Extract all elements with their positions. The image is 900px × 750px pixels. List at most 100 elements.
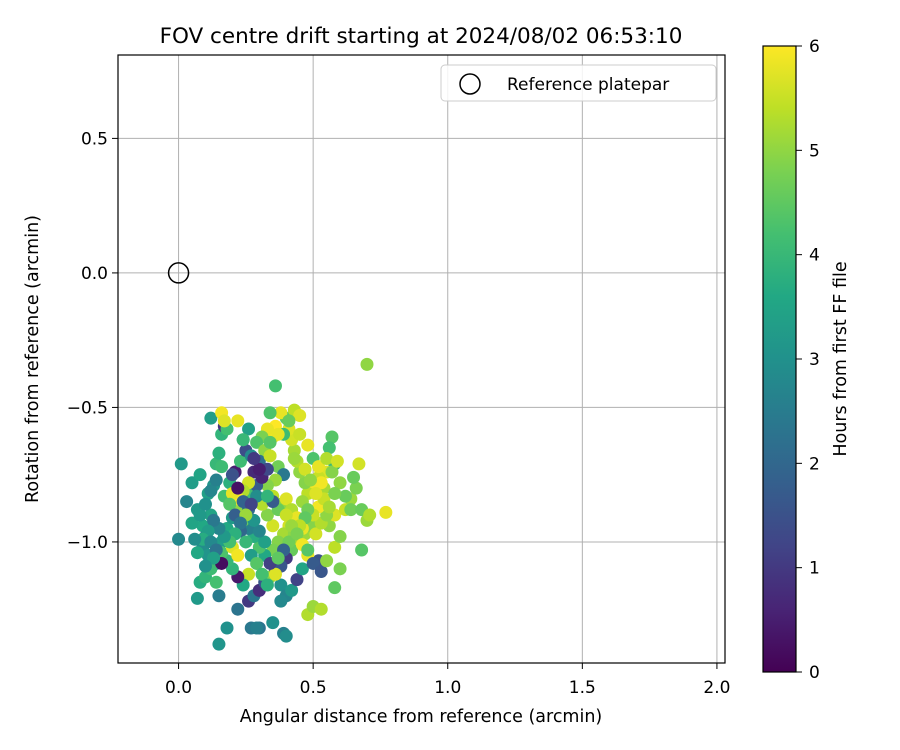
colorbar-label: Hours from first FF file <box>831 261 851 456</box>
data-point <box>198 497 212 511</box>
data-point <box>320 554 334 568</box>
data-point <box>352 457 366 471</box>
chart-title: FOV centre drift starting at 2024/08/02 … <box>160 24 683 49</box>
data-point <box>266 519 280 533</box>
data-point <box>190 546 204 560</box>
data-point <box>279 492 293 506</box>
data-point <box>322 441 336 455</box>
data-points <box>172 357 393 651</box>
x-tick-label: 1.5 <box>569 678 596 698</box>
data-point <box>285 583 299 597</box>
data-point <box>231 414 245 428</box>
colorbar-ticks: 0 1 2 3 4 5 6 <box>796 37 820 683</box>
data-point <box>282 414 296 428</box>
data-point <box>287 452 301 466</box>
data-point <box>266 616 280 630</box>
data-point <box>274 406 288 420</box>
data-point <box>306 556 320 570</box>
data-point <box>193 508 207 522</box>
data-point <box>174 457 188 471</box>
data-point <box>298 462 312 476</box>
data-point <box>293 408 307 422</box>
data-point <box>355 543 369 557</box>
data-point <box>271 427 285 441</box>
data-point <box>330 454 344 468</box>
data-point <box>312 460 326 474</box>
data-point <box>344 503 358 517</box>
y-tick-label: −1.0 <box>67 533 108 553</box>
data-point <box>325 465 339 479</box>
legend-marker <box>459 73 481 95</box>
data-point <box>185 516 199 530</box>
data-point <box>325 430 339 444</box>
data-point <box>190 591 204 605</box>
data-point <box>301 438 315 452</box>
data-point <box>309 487 323 501</box>
x-axis: 0.0 0.5 1.0 1.5 2.0 <box>165 663 730 698</box>
data-point <box>274 594 288 608</box>
data-point <box>231 481 245 495</box>
data-point <box>188 532 202 546</box>
data-point <box>349 481 363 495</box>
data-point <box>301 543 315 557</box>
data-point <box>260 508 274 522</box>
data-point <box>314 602 328 616</box>
colorbar-tick-label: 5 <box>809 141 820 161</box>
data-point <box>231 548 245 562</box>
y-axis: 0.5 0.0 −0.5 −1.0 <box>67 129 118 553</box>
data-point <box>290 573 304 587</box>
data-point <box>212 446 226 460</box>
data-point <box>250 435 264 449</box>
colorbar: 0 1 2 3 4 5 6 Hours from first FF file <box>762 37 851 683</box>
data-point <box>204 411 218 425</box>
data-point <box>236 433 250 447</box>
plot-frame <box>117 54 726 664</box>
data-point <box>258 535 272 549</box>
data-point <box>250 556 264 570</box>
data-point <box>328 540 342 554</box>
legend-label: Reference platepar <box>507 75 669 95</box>
legend-box <box>440 64 717 102</box>
data-point <box>263 406 277 420</box>
data-point <box>293 427 307 441</box>
data-point <box>268 567 282 581</box>
x-tick-label: 0.5 <box>300 678 327 698</box>
data-point <box>347 470 361 484</box>
data-point <box>271 551 285 565</box>
data-point <box>193 468 207 482</box>
data-point <box>295 562 309 576</box>
data-point <box>309 527 323 541</box>
data-point <box>252 462 266 476</box>
y-axis-label: Rotation from reference (arcmin) <box>23 215 43 503</box>
colorbar-tick-label: 6 <box>809 37 820 57</box>
data-point <box>207 551 221 565</box>
data-point <box>333 530 347 544</box>
data-point <box>279 508 293 522</box>
data-point <box>290 527 304 541</box>
data-point <box>198 559 212 573</box>
data-point <box>314 476 328 490</box>
y-tick-label: −0.5 <box>67 398 108 418</box>
x-tick-label: 2.0 <box>703 678 730 698</box>
data-point <box>172 532 186 546</box>
data-point <box>263 449 277 463</box>
legend: Reference platepar <box>440 64 717 102</box>
data-point <box>279 629 293 643</box>
colorbar-tick-label: 2 <box>809 454 820 474</box>
data-point <box>338 489 352 503</box>
reference-marker <box>167 262 190 284</box>
data-point <box>225 468 239 482</box>
data-point <box>239 535 253 549</box>
colorbar-tick-label: 4 <box>809 246 820 266</box>
data-point <box>180 495 194 509</box>
data-point <box>215 460 229 474</box>
data-point <box>233 454 247 468</box>
data-point <box>223 497 237 511</box>
data-point <box>314 565 328 579</box>
data-point <box>231 602 245 616</box>
data-point <box>379 505 393 519</box>
data-point <box>363 508 377 522</box>
colorbar-tick-label: 3 <box>809 350 820 370</box>
data-point <box>209 473 223 487</box>
data-point <box>185 476 199 490</box>
